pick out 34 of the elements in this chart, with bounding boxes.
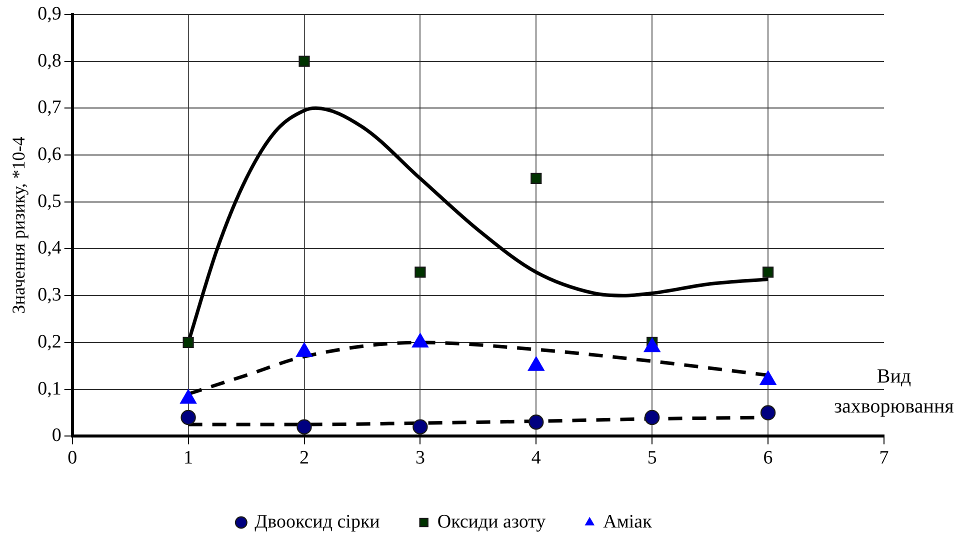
- point: [760, 405, 776, 420]
- y-tick-label: 0,4: [38, 238, 62, 259]
- legend-label: Оксиди азоту: [437, 511, 546, 532]
- point: [180, 410, 196, 426]
- legend-label: Аміак: [603, 511, 653, 532]
- x-tick-label: 1: [184, 448, 194, 469]
- x-axis-title: Вид захворювання: [834, 366, 954, 418]
- point: [296, 419, 312, 434]
- y-tick-label: 0,5: [38, 190, 62, 212]
- x-tick-label: 6: [763, 448, 773, 469]
- y-tick-label: 0,3: [38, 284, 62, 306]
- y-tick-label: 0,1: [38, 378, 62, 400]
- point: [644, 410, 660, 426]
- point: [528, 414, 544, 430]
- point: [298, 56, 310, 67]
- y-tick-label: 0,9: [38, 3, 62, 24]
- x-tick-label: 7: [879, 448, 889, 469]
- y-tick-label: 0,2: [38, 331, 62, 352]
- point: [530, 172, 542, 184]
- x-tick-label: 4: [531, 448, 542, 469]
- y-tick-label: 0,7: [38, 97, 62, 118]
- x-tick-label: 0: [68, 448, 78, 469]
- x-tick-label: 3: [415, 448, 425, 469]
- point: [762, 266, 774, 278]
- x-tick-label: 5: [647, 448, 657, 469]
- legend-label: Двооксид сірки: [254, 511, 380, 532]
- y-tick-label: 0,8: [38, 50, 62, 72]
- point: [412, 419, 428, 434]
- y-tick-label: 0,6: [38, 144, 62, 165]
- y-tick-label: 0: [52, 425, 62, 446]
- x-tick-label: 2: [300, 448, 309, 469]
- point: [182, 336, 194, 348]
- y-axis-title: Значення ризику, *10-4: [8, 136, 29, 314]
- point: [414, 266, 426, 278]
